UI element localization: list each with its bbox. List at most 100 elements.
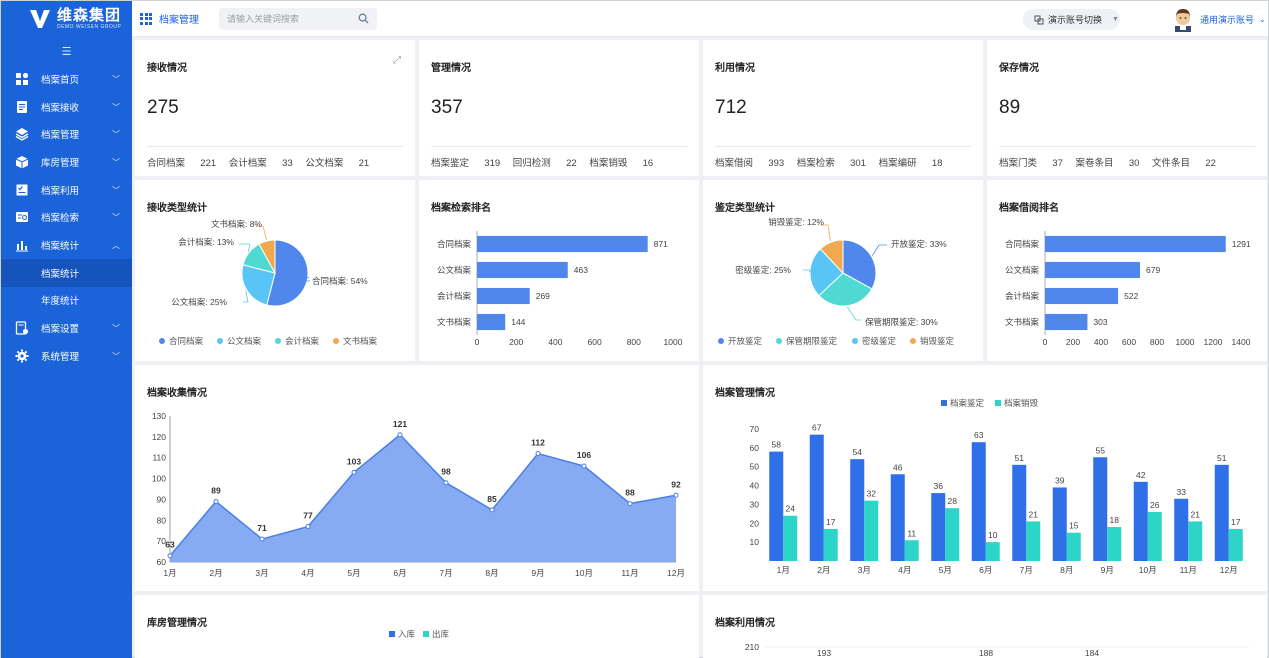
- data-label: 71: [257, 523, 267, 533]
- card-total: 275: [147, 97, 179, 118]
- sidebar-item-0[interactable]: 档案首页 ﹀: [1, 65, 132, 93]
- data-label: 92: [671, 479, 681, 489]
- bar: [1045, 287, 1119, 305]
- bar: [931, 493, 946, 561]
- sidebar-item-label: 系统管理: [41, 351, 80, 363]
- x-tick-label: 6月: [979, 565, 992, 575]
- sidebar-subitem-1[interactable]: 年度统计: [41, 296, 80, 308]
- data-label: 463: [574, 265, 588, 275]
- chart-card-search-rank: 档案检索排名 合同档案 871 公文档案 463 会计档案 269 文书档案 144 0 200 4…: [419, 180, 699, 361]
- chart-title: 接收类型统计: [147, 203, 207, 214]
- sidebar-item-4[interactable]: 档案利用 ﹀: [1, 176, 132, 204]
- y-tick-label: 210: [745, 642, 759, 652]
- data-label: 106: [577, 450, 591, 460]
- user-menu[interactable]: 通用演示账号 ⌄: [1170, 6, 1266, 32]
- bar: [1052, 487, 1067, 561]
- x-tick-label: 800: [627, 337, 641, 347]
- chart-title: 档案收集情况: [147, 388, 207, 399]
- chevron-down-icon: ﹀: [112, 324, 120, 334]
- legend-marker: [852, 338, 858, 344]
- sidebar-item-2[interactable]: 档案管理 ﹀: [1, 120, 132, 148]
- sidebar-item-label: 档案接收: [41, 102, 80, 114]
- sidebar-subitem-0[interactable]: 档案统计: [1, 258, 132, 287]
- y-tick-label: 90: [157, 494, 167, 504]
- y-tick-label: 80: [157, 515, 167, 525]
- x-tick-label: 5月: [939, 565, 952, 575]
- y-tick-label: 110: [152, 453, 166, 463]
- bar: [1188, 521, 1203, 561]
- x-tick-label: 4月: [898, 565, 911, 575]
- apps-grid-icon[interactable]: [140, 12, 152, 25]
- data-label: 11: [907, 528, 916, 538]
- sidebar: 维森集团 DEMO WEISEN GROUP ☰ 档案首页 ﹀ 档案接收 ﹀ 档案管理 ﹀…: [1, 1, 132, 658]
- data-point: [397, 432, 403, 438]
- switch-account-icon: [1034, 15, 1044, 24]
- data-label: 269: [536, 291, 550, 301]
- divider: [147, 146, 403, 147]
- data-label: 39: [1055, 475, 1065, 485]
- appraisal-type-pie-chart: 开放鉴定: 33% 保管期限鉴定: 30% 密级鉴定: 25% 销毁鉴定: 12% 开放…: [718, 217, 955, 346]
- account-switch-button[interactable]: 演示账号切换 ▼: [1023, 9, 1120, 30]
- legend-marker: [910, 338, 916, 344]
- summary-card-receive: 接收情况 ⤢ 275 合同档案 221 会计档案 33 公文档案 21: [135, 40, 415, 176]
- sidebar-item-7[interactable]: 档案设置 ﹀: [1, 314, 132, 342]
- x-tick-label: 1000: [1176, 337, 1195, 347]
- sidebar-item-5[interactable]: 档案检索 ﹀: [1, 203, 132, 231]
- chart-title: 档案借阅排名: [999, 203, 1059, 214]
- expand-icon[interactable]: ⤢: [393, 55, 401, 66]
- sidebar-item-1[interactable]: 档案接收 ﹀: [1, 93, 132, 121]
- brand-logo[interactable]: 维森集团 DEMO WEISEN GROUP: [1, 1, 132, 37]
- x-tick-label: 1400: [1232, 337, 1251, 347]
- collapse-menu-icon[interactable]: ☰: [61, 45, 72, 58]
- borrow-rank-bar-chart: 合同档案 1291 公文档案 679 会计档案 522 文书档案 303 0 200 400 600 8…: [1005, 231, 1251, 347]
- legend-label: 销毁鉴定: [920, 336, 955, 346]
- x-tick-label: 2月: [817, 565, 830, 575]
- data-label: 55: [1096, 445, 1106, 455]
- summary-card-storage: 保存情况 89 档案门类 37 案卷条目 30 文件条目 22: [987, 40, 1267, 176]
- data-point: [489, 507, 495, 513]
- sidebar-item-6[interactable]: 档案统计 ︿: [1, 231, 132, 259]
- bar: [945, 508, 960, 561]
- search-input[interactable]: [227, 13, 347, 24]
- data-label: 58: [772, 440, 782, 450]
- bar: [1045, 313, 1088, 331]
- sidebar-item-label: 档案检索: [41, 213, 80, 225]
- legend-label: 文书档案: [343, 336, 378, 346]
- y-tick-label: 40: [750, 481, 760, 491]
- data-label: 18: [1110, 515, 1120, 525]
- legend-marker: [941, 400, 947, 406]
- gear-icon: [15, 349, 29, 363]
- bar: [1012, 464, 1027, 561]
- sidebar-item-8[interactable]: 系统管理 ﹀: [1, 342, 132, 370]
- x-tick-label: 8月: [1060, 565, 1073, 575]
- legend-marker: [718, 338, 724, 344]
- x-tick-label: 1000: [664, 337, 683, 347]
- x-tick-label: 11月: [621, 568, 638, 578]
- legend-marker: [995, 400, 1001, 406]
- summary-card-manage: 管理情况 357 档案鉴定 319 回归检测 22 档案销毁 16: [419, 40, 699, 176]
- category-label: 文书档案: [1005, 317, 1040, 327]
- legend-label: 开放鉴定: [728, 336, 763, 346]
- sidebar-item-3[interactable]: 库房管理 ﹀: [1, 148, 132, 176]
- sidebar-item-label: 库房管理: [41, 157, 80, 169]
- legend-label: 密级鉴定: [862, 336, 897, 346]
- y-tick-label: 10: [750, 537, 760, 547]
- chevron-down-icon: ﹀: [112, 102, 120, 112]
- y-tick-label: 50: [750, 462, 760, 472]
- legend-marker: [217, 338, 223, 344]
- data-label: 193: [817, 648, 831, 658]
- chart-card-appraisal-type: 鉴定类型统计 开放鉴定: 33% 保管期限鉴定: 30% 密级鉴定: 25% 销毁鉴定…: [703, 180, 983, 361]
- chevron-down-icon: ﹀: [112, 185, 120, 195]
- data-label: 21: [1191, 509, 1201, 519]
- pie-label-line: [846, 306, 861, 321]
- usage-line-chart: 210 193 188 184: [745, 642, 1249, 658]
- category-label: 会计档案: [437, 291, 472, 301]
- legend-label: 会计档案: [285, 336, 320, 346]
- data-label: 1291: [1232, 239, 1251, 249]
- card-stats: 档案门类 37 案卷条目 30 文件条目 22: [999, 158, 1216, 169]
- search-icon[interactable]: [358, 13, 369, 24]
- chart-title: 档案管理情况: [715, 388, 775, 399]
- bar: [1045, 235, 1226, 253]
- data-point: [167, 553, 173, 559]
- data-label: 26: [1150, 500, 1160, 510]
